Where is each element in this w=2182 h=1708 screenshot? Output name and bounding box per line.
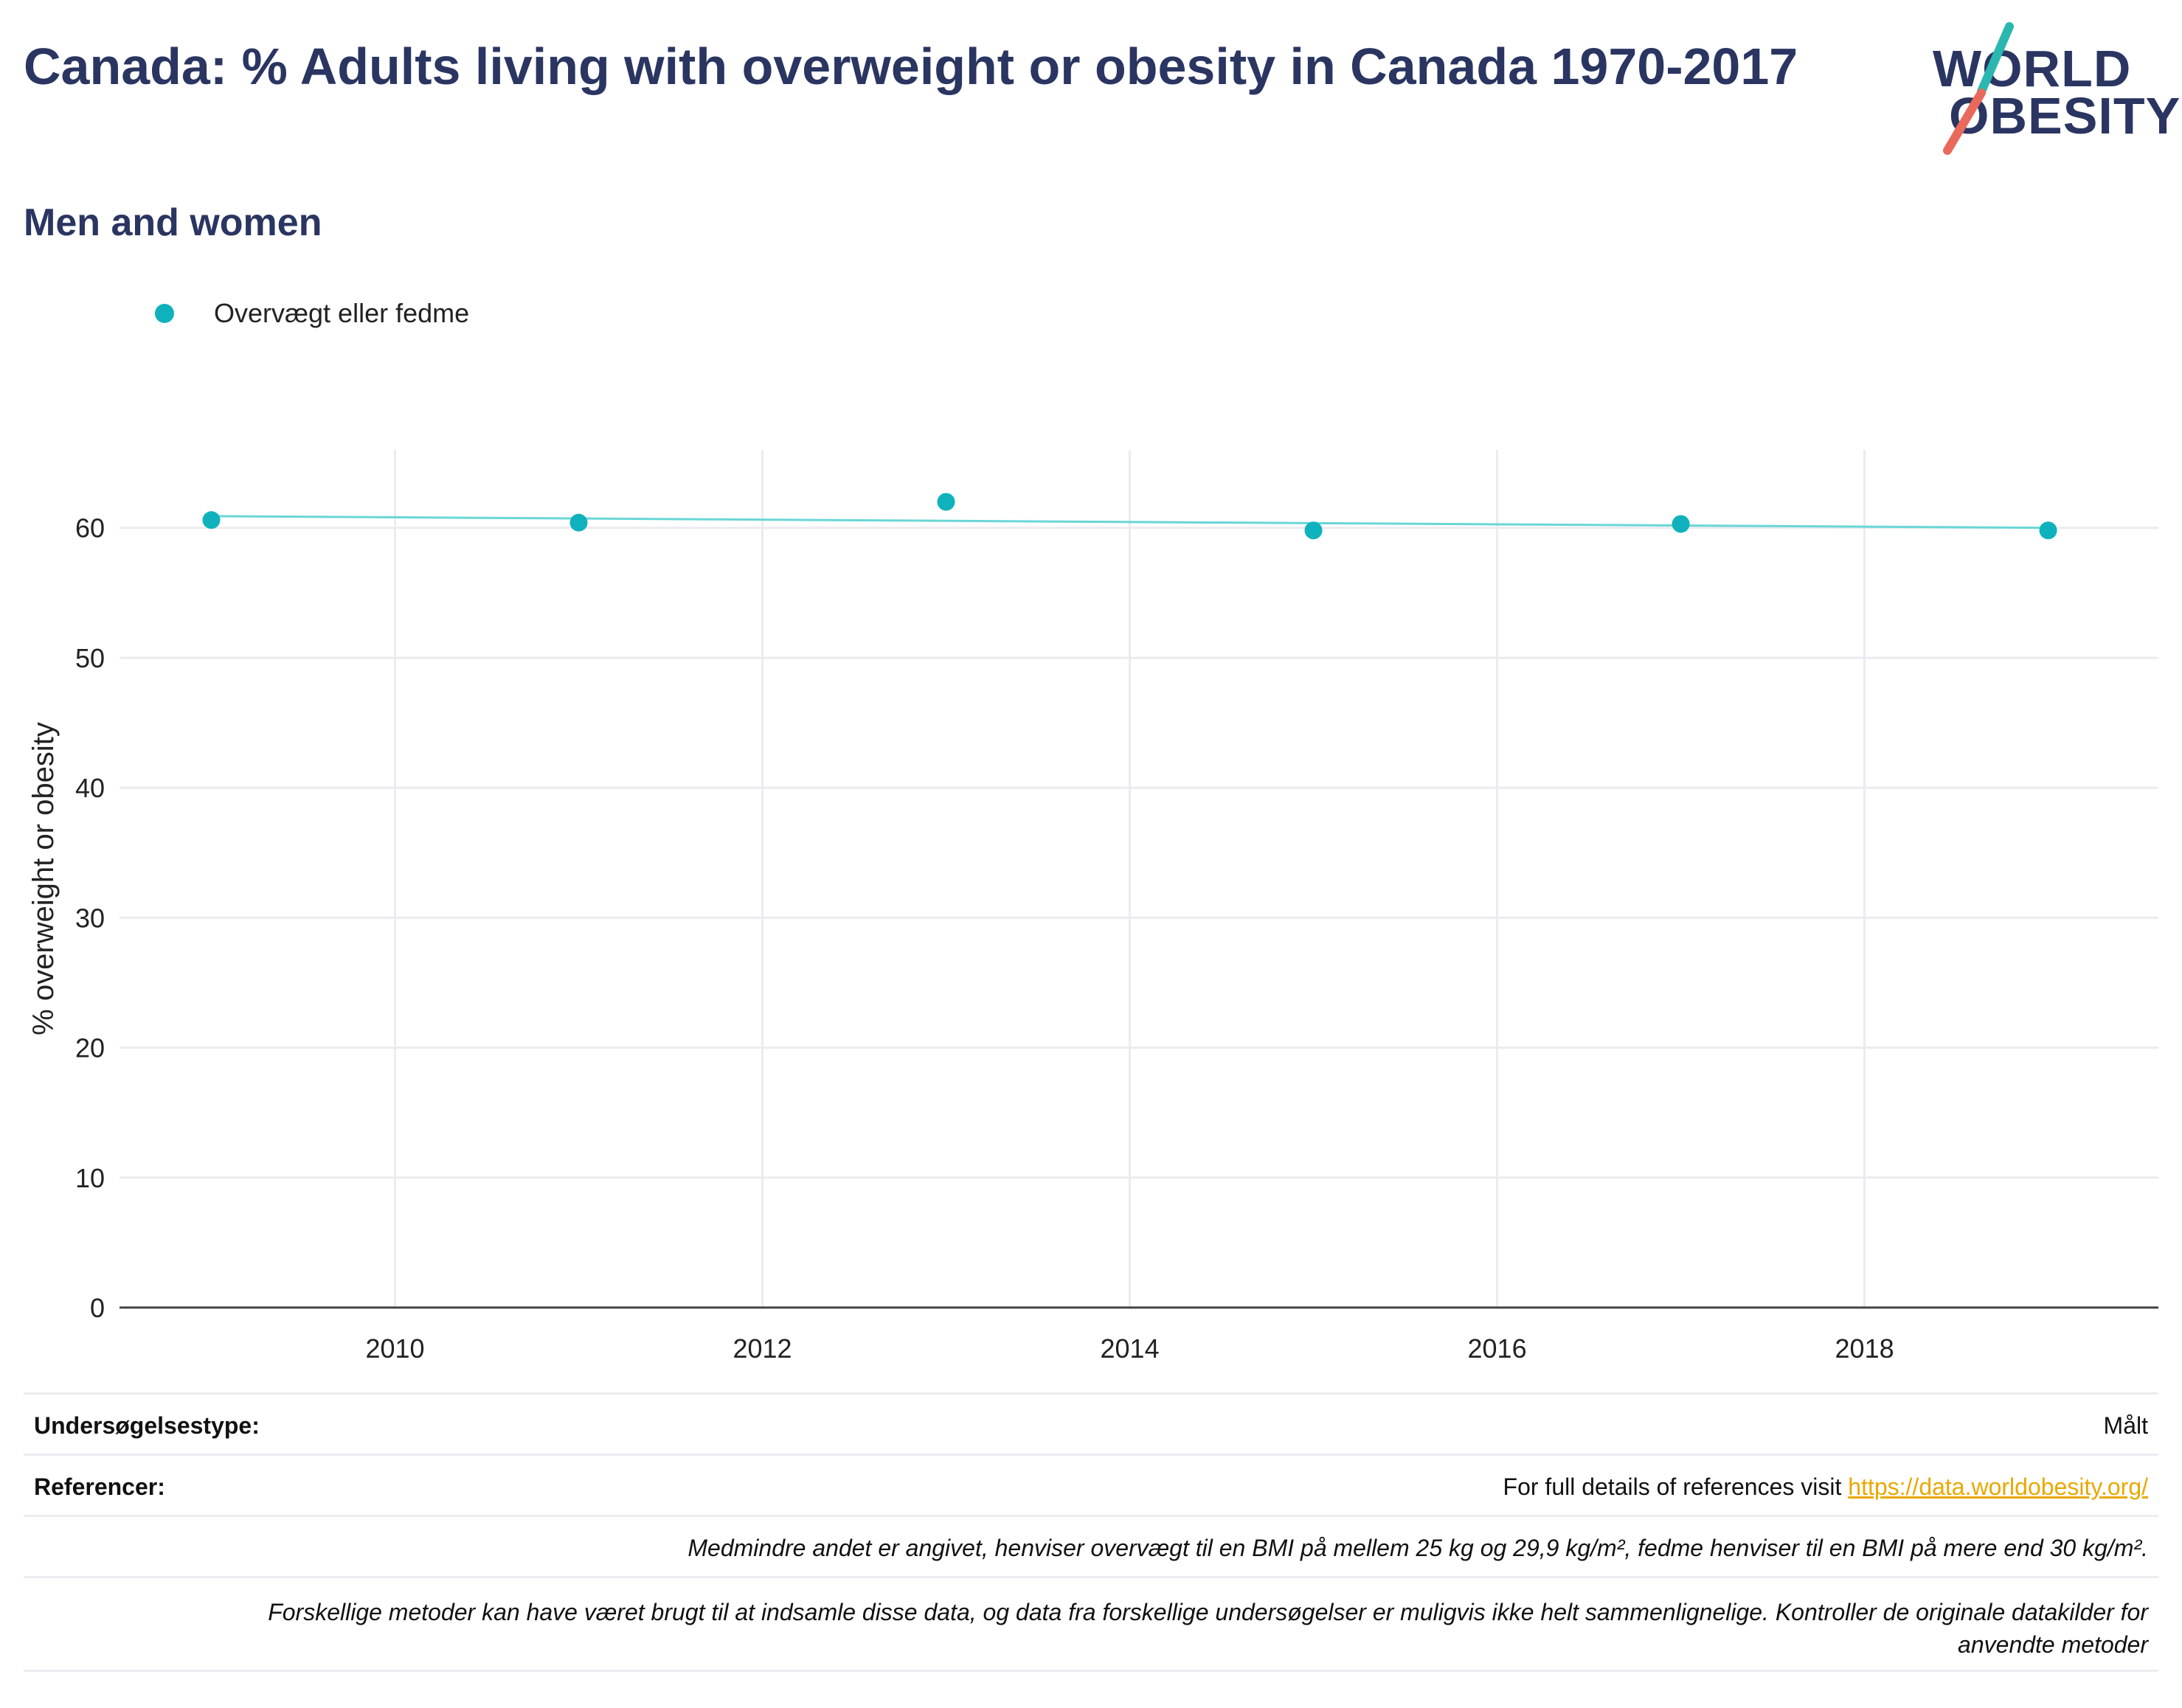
legend-label: Overvægt eller fedme: [214, 298, 470, 328]
footer-row-survey-type: Undersøgelsestype: Målt: [24, 1392, 2158, 1454]
logo-word-world: WORLD: [1933, 40, 2132, 97]
page-subtitle: Men and women: [24, 201, 322, 244]
y-tick-label: 10: [75, 1163, 105, 1193]
footer-row-note-methods: Forskellige metoder kan have været brugt…: [24, 1576, 2158, 1672]
x-tick-label: 2018: [1835, 1333, 1894, 1364]
y-tick-label: 30: [75, 903, 105, 933]
data-point: [1304, 521, 1323, 540]
note-bmi-definition: Medmindre andet er angivet, henviser ove…: [687, 1535, 2148, 1561]
x-tick-label: 2014: [1101, 1333, 1160, 1364]
note-methods-line2: anvendte metoder: [1958, 1631, 2148, 1658]
references-text: For full details of references visit: [1503, 1473, 1842, 1500]
y-tick-label: 60: [75, 513, 105, 544]
trend-line: [211, 515, 2048, 530]
footer-row-note-bmi: Medmindre andet er angivet, henviser ove…: [24, 1515, 2158, 1576]
note-methods: Forskellige metoder kan have været brugt…: [268, 1596, 2148, 1661]
y-tick-label: 50: [75, 643, 105, 673]
logo-word-obesity: OBESITY: [1949, 87, 2181, 145]
page-title: Canada: % Adults living with overweight …: [24, 38, 1798, 95]
y-tick-label: 20: [75, 1033, 105, 1063]
chart-footer: Undersøgelsestype: Målt Referencer: For …: [24, 1392, 2158, 1672]
data-point: [202, 511, 221, 530]
data-point: [1672, 515, 1690, 533]
logo-slash-icon: [1943, 22, 2014, 155]
references-link[interactable]: https://data.worldobesity.org/: [1848, 1473, 2148, 1500]
footer-row-references: Referencer: For full details of referenc…: [24, 1454, 2158, 1515]
world-obesity-logo: WORLD OBESITY: [1918, 19, 2180, 167]
legend-marker-icon: [155, 304, 174, 323]
x-tick-label: 2010: [365, 1333, 424, 1364]
note-methods-line1: Forskellige metoder kan have været brugt…: [268, 1599, 2148, 1625]
references-value: For full details of references visit htt…: [1503, 1473, 2148, 1501]
x-tick-label: 2016: [1468, 1333, 1527, 1364]
chart-plot-area: 2010 2012 2014 2016 2018 0 10 20 30 40 50 60 % overw…: [27, 450, 2158, 1364]
y-tick-label: 0: [90, 1293, 105, 1323]
x-tick-label: 2012: [732, 1333, 792, 1364]
data-point: [937, 493, 955, 511]
survey-type-value: Målt: [2103, 1412, 2148, 1439]
y-tick-label: 40: [75, 773, 105, 803]
data-point: [569, 513, 588, 532]
y-axis-title: % overweight or obesity: [27, 722, 60, 1035]
references-label: Referencer:: [34, 1473, 165, 1500]
survey-type-label: Undersøgelsestype:: [34, 1412, 260, 1439]
data-point: [2039, 521, 2057, 540]
